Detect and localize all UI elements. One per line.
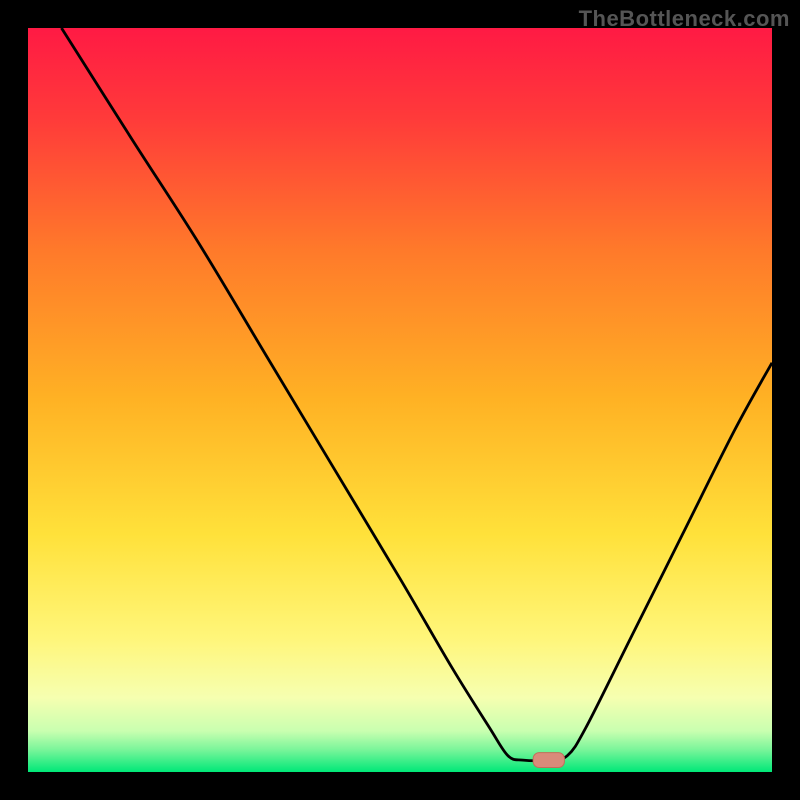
chart-frame: { "watermark": { "text": "TheBottleneck.… (0, 0, 800, 800)
watermark-text: TheBottleneck.com (579, 6, 790, 32)
optimal-marker (533, 753, 564, 768)
bottleneck-chart (28, 28, 772, 772)
gradient-bg (28, 28, 772, 772)
